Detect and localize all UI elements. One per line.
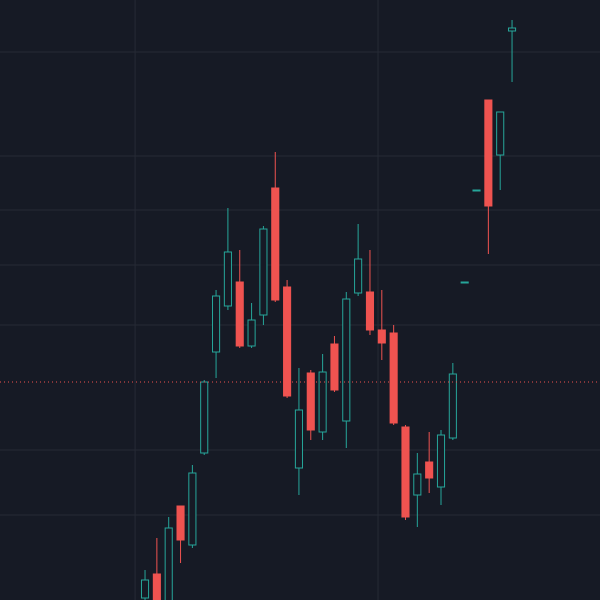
candle-body (140, 579, 150, 599)
candle-body (425, 461, 434, 479)
candle-body (259, 228, 268, 316)
candle-body (496, 111, 505, 156)
candle-body (306, 372, 315, 431)
candle-body (448, 373, 457, 439)
candle-body (152, 573, 161, 600)
candle-body (200, 381, 209, 454)
candle-body (164, 527, 173, 600)
candle-body (294, 409, 303, 469)
candle-body (484, 99, 493, 207)
candle-body (235, 281, 244, 347)
candle-body (354, 258, 363, 294)
candle-body (413, 473, 422, 496)
candle-body (460, 281, 469, 284)
candle-body (247, 319, 256, 347)
candle-body (377, 329, 386, 344)
candle-body (271, 187, 280, 301)
candle-body (472, 189, 481, 192)
candle-body (330, 343, 339, 391)
candle-body (212, 295, 221, 353)
candle-body (223, 251, 232, 307)
candle-body (389, 332, 398, 424)
candle-body (283, 286, 292, 397)
candle-body (507, 27, 517, 32)
candle-body (436, 434, 446, 488)
candle-body (176, 505, 185, 541)
candle-body (401, 426, 410, 518)
candle-body (188, 472, 197, 546)
candle-body (365, 291, 375, 331)
candle-body (342, 298, 351, 422)
candle-body (318, 371, 327, 433)
